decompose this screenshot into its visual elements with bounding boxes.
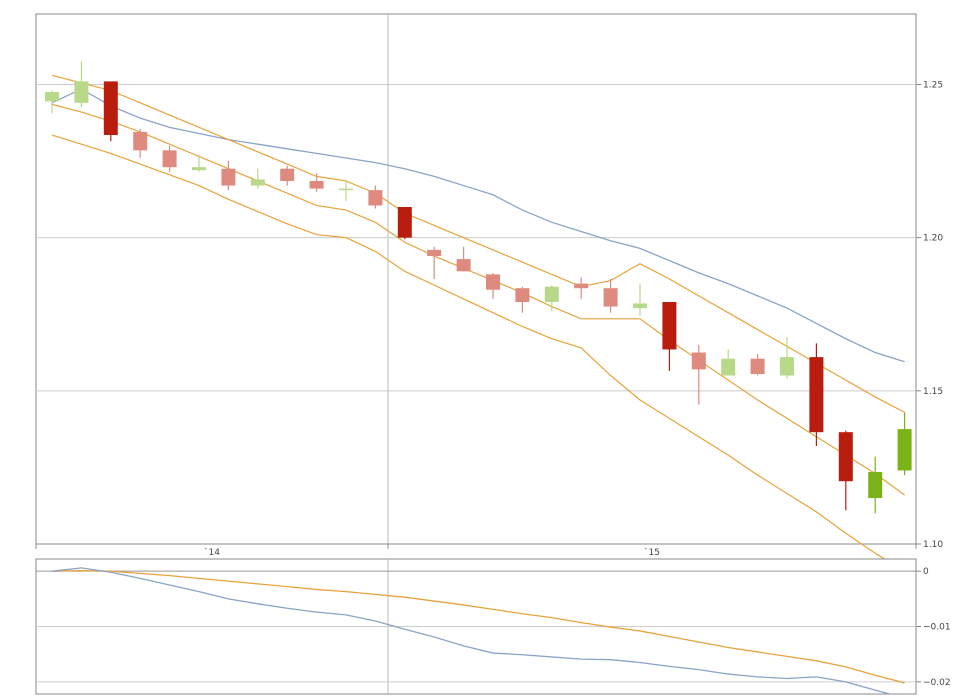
candle-body (280, 168, 295, 181)
candle (221, 161, 236, 191)
indicator-signal-line (51, 569, 905, 684)
y-tick-label: −0.02 (923, 678, 951, 688)
candle (515, 286, 530, 313)
candle-body (339, 188, 353, 191)
indicator-main-line (51, 567, 893, 694)
y-tick-label: 1.25 (923, 80, 943, 90)
envelope-upper-line (51, 74, 905, 413)
candle-body (486, 274, 500, 290)
candle-body (750, 358, 765, 374)
moving-average-series (51, 88, 905, 363)
y-tick-label: 1.10 (923, 540, 943, 550)
candle (633, 283, 647, 316)
candle (397, 207, 412, 240)
price-series (45, 61, 912, 573)
candle-body (368, 190, 383, 206)
price-y-axis: 1.10 1.15 1.20 1.25 (916, 80, 943, 550)
candle-body (45, 92, 59, 102)
candle-body (397, 207, 412, 238)
candle (427, 246, 442, 279)
candle-body (309, 180, 324, 189)
y-tick-label: 1.15 (923, 387, 943, 397)
candlestick-series (45, 61, 912, 514)
candle-body (162, 150, 177, 168)
candle-body (633, 303, 647, 309)
candle (721, 349, 736, 376)
x-tick-label: `14 (204, 547, 220, 558)
x-tick-label: `15 (644, 547, 660, 558)
candle-body (691, 352, 706, 370)
candle-body (544, 286, 559, 302)
candle (691, 344, 706, 405)
candle-body (74, 81, 89, 103)
candle-body (103, 81, 118, 136)
candle (780, 337, 794, 379)
candle (574, 277, 589, 299)
indicator-gridlines (36, 559, 916, 694)
candle-body (515, 288, 530, 302)
candle (603, 279, 618, 313)
indicator-y-axis: 0 −0.01 −0.02 (916, 567, 951, 688)
time-axis: `14 `15 (35, 543, 917, 558)
candle (368, 185, 383, 209)
candle (250, 168, 265, 189)
candle (750, 354, 765, 376)
candle (309, 173, 324, 192)
candle (662, 301, 677, 371)
candle (162, 145, 177, 172)
candle (339, 179, 353, 201)
candle-body (133, 131, 148, 151)
candle (544, 285, 559, 312)
candle-body (780, 357, 794, 376)
candle (838, 430, 853, 511)
candle-body (456, 259, 471, 272)
candle-body (192, 167, 206, 171)
candle (486, 272, 500, 299)
candle (897, 412, 912, 476)
candle (133, 128, 148, 158)
candle-body (809, 357, 824, 433)
price-panel-frame (35, 13, 917, 545)
candle (74, 61, 89, 108)
candle (45, 90, 59, 114)
candle-body (838, 432, 853, 482)
candle-body (603, 288, 618, 307)
candle (868, 456, 883, 514)
y-tick-label: 0 (923, 567, 929, 577)
candle-body (427, 249, 442, 257)
indicator-series (51, 567, 905, 694)
candle (456, 246, 471, 272)
candle-body (662, 301, 677, 350)
price-panel: 1.10 1.15 1.20 1.25 `14 `15 (35, 13, 943, 573)
y-tick-label: 1.20 (923, 234, 943, 244)
candle-body (221, 168, 236, 186)
candle-body (574, 283, 589, 289)
envelope-series (51, 74, 905, 573)
candle-body (250, 179, 265, 186)
candle-body (897, 429, 912, 471)
indicator-panel: 0 −0.01 −0.02 (35, 558, 951, 695)
candle (192, 154, 206, 172)
candle (809, 343, 824, 446)
moving-average-line (51, 88, 905, 363)
y-tick-label: −0.01 (923, 623, 951, 633)
candle (103, 81, 118, 142)
candle-body (721, 358, 736, 376)
candle-body (868, 472, 883, 499)
envelope-lower-line (51, 134, 905, 573)
candle (280, 165, 295, 186)
envelope-middle-line (51, 103, 905, 496)
